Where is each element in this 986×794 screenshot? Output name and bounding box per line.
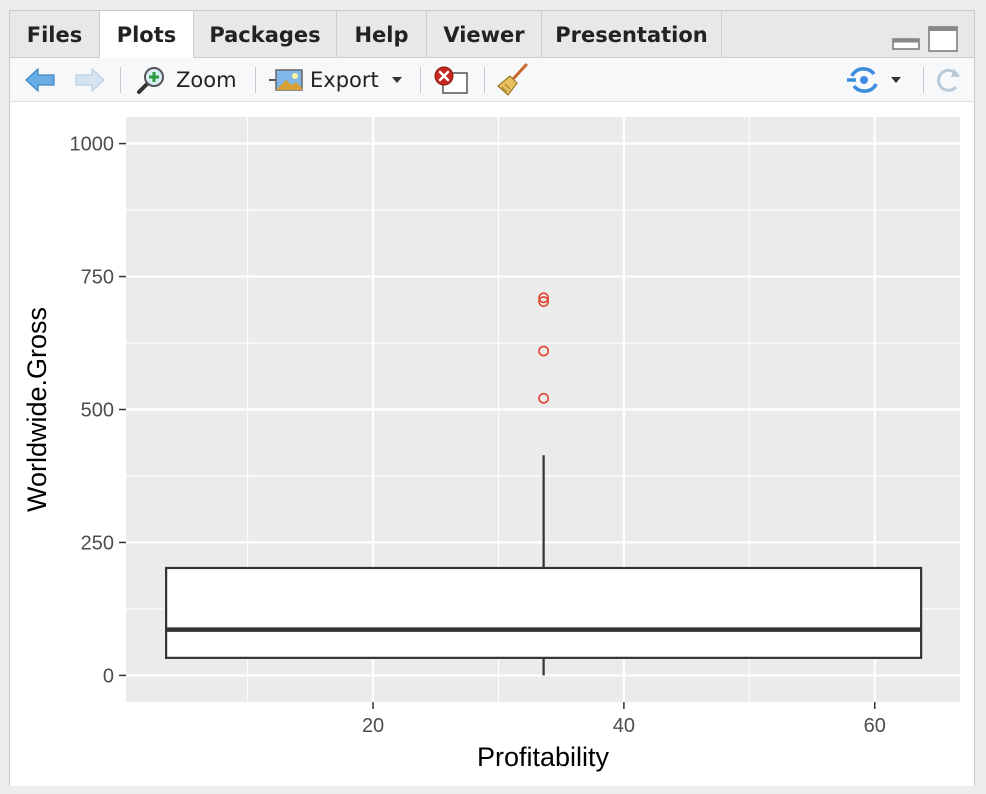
y-tick-label: 500 [81,400,114,422]
publish-icon [847,67,878,93]
tab-viewer[interactable]: Viewer [427,11,542,58]
y-tick-label: 1000 [70,134,115,156]
tab-label: Presentation [555,22,708,47]
tab-label: Packages [209,22,321,47]
tab-files[interactable]: Files [10,11,100,58]
clear-all-button[interactable] [496,58,530,102]
y-axis-title: Worldwide.Gross [22,307,52,512]
publish-button[interactable] [846,58,902,102]
export-image-icon [269,69,303,91]
tab-label: Plots [116,23,177,47]
chevron-down-icon [391,77,402,83]
plots-pane: Files Plots Packages Help Viewer Present… [9,10,975,786]
x-tick-label: 20 [362,715,384,737]
refresh-icon [937,68,960,92]
forward-arrow-icon [75,67,105,93]
export-label: Export [310,68,379,92]
plot-area: 0 250 500 750 1000 20 40 60 Profitability Worldwi… [10,102,974,786]
y-tick-label: 250 [81,532,114,554]
tab-label: Help [354,22,409,47]
outlier-point [538,292,550,304]
box-body [165,566,923,659]
remove-plot-button[interactable] [432,58,470,102]
zoom-button[interactable]: Zoom [135,58,237,102]
maximize-pane-icon[interactable] [928,26,958,57]
outlier-point [538,296,550,307]
chevron-down-icon [891,77,901,83]
x-tick-label: 60 [864,715,886,737]
tab-label: Files [26,22,83,47]
refresh-button[interactable] [934,58,964,102]
zoom-label: Zoom [176,68,237,92]
tab-label: Viewer [443,22,525,47]
x-tick-label: 40 [613,715,635,737]
minimize-pane-icon[interactable] [892,32,920,55]
tab-packages[interactable]: Packages [194,11,337,58]
outlier-point [538,392,550,404]
tab-bar: Files Plots Packages Help Viewer Present… [10,11,974,59]
export-button[interactable]: Export [268,58,403,102]
tab-help[interactable]: Help [337,11,427,58]
outlier-point [538,345,550,357]
y-tick-label: 0 [103,665,114,687]
plot-toolbar: Zoom Export [10,58,974,102]
remove-plot-icon [434,66,468,94]
clear-broom-icon [497,63,528,96]
boxplot-chart: 0 250 500 750 1000 20 40 60 Profitability Worldwi… [22,117,960,772]
x-axis-title: Profitability [477,742,610,772]
tab-presentation[interactable]: Presentation [542,11,722,58]
tab-plots[interactable]: Plots [100,11,194,59]
forward-button[interactable] [74,58,106,102]
y-tick-label: 750 [81,267,114,289]
back-arrow-icon [25,67,55,93]
back-button[interactable] [24,58,56,102]
zoom-icon [137,67,164,94]
